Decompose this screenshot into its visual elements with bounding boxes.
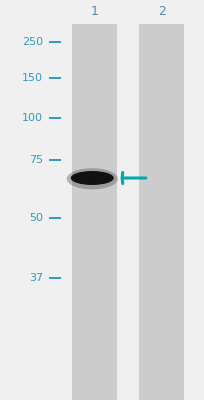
Text: 37: 37 [29, 273, 43, 283]
Text: 1: 1 [90, 5, 98, 18]
Text: 50: 50 [29, 213, 43, 223]
Text: 100: 100 [22, 113, 43, 123]
Text: 75: 75 [29, 155, 43, 165]
Ellipse shape [70, 171, 113, 185]
Ellipse shape [66, 168, 117, 190]
Text: 250: 250 [22, 37, 43, 47]
Bar [71, 24, 116, 400]
Text: 150: 150 [22, 73, 43, 83]
Bar [139, 24, 184, 400]
Text: 2: 2 [157, 5, 165, 18]
